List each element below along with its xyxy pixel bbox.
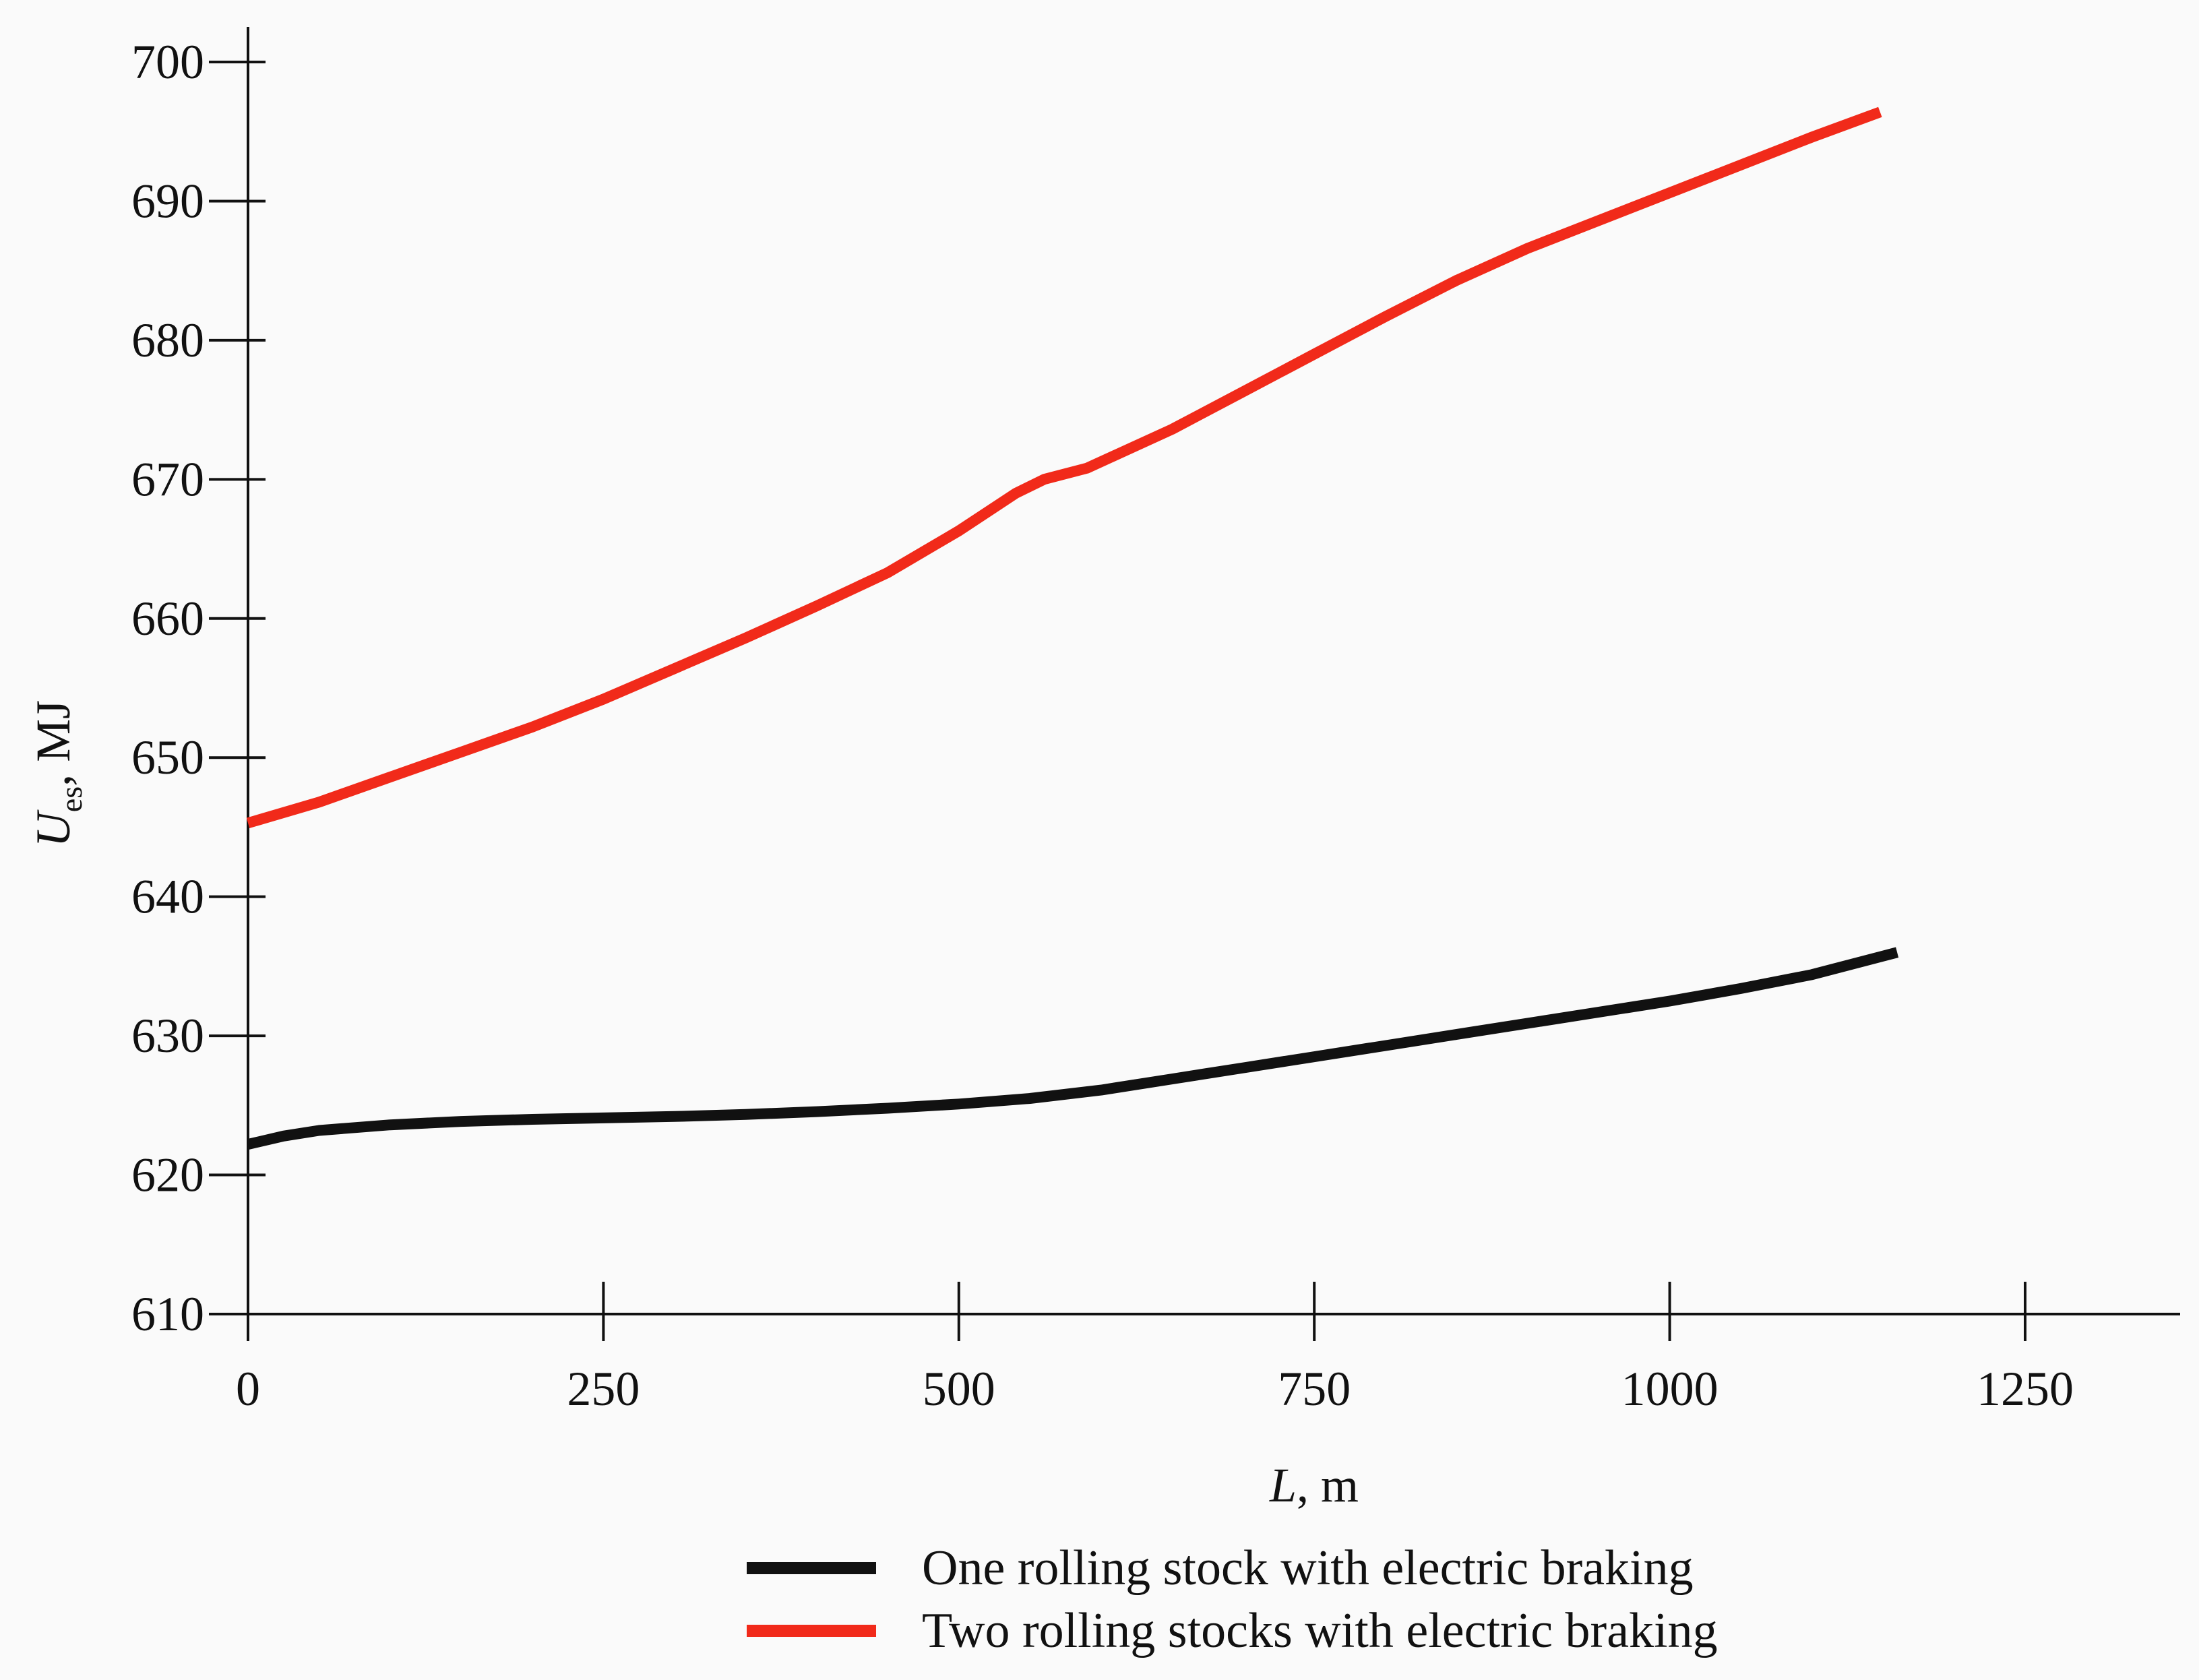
- y-tick-label: 680: [131, 313, 204, 367]
- x-tick-label: 1000: [1621, 1362, 1718, 1416]
- y-axis-unit: , MJ: [26, 700, 80, 786]
- legend: One rolling stock with electric braking T…: [747, 1541, 1718, 1658]
- legend-label-1: One rolling stock with electric braking: [922, 1541, 1694, 1596]
- x-tick-label: 250: [567, 1362, 640, 1416]
- y-tick-label: 690: [131, 174, 204, 228]
- x-tick-label: 500: [923, 1362, 995, 1416]
- series-line-1: [247, 947, 1899, 1150]
- axes: 0 250 500 750 1000 1250 610 620 630 640 650 660 670 6…: [131, 27, 2180, 1416]
- y-axis-symbol: U: [26, 809, 80, 847]
- x-axis-unit: , m: [1297, 1458, 1359, 1512]
- y-tick-label: 650: [131, 730, 204, 784]
- series-line-2: [246, 106, 1882, 828]
- x-axis-symbol: L: [1269, 1458, 1297, 1512]
- y-axis-subscript: es: [54, 786, 88, 812]
- axis-labels: L, m Ues, MJ: [26, 700, 1359, 1512]
- y-axis-label: Ues, MJ: [26, 700, 88, 847]
- x-tick-label: 750: [1278, 1362, 1351, 1416]
- x-tick-label: 0: [236, 1362, 260, 1416]
- series-lines: [246, 106, 1899, 1150]
- legend-label-2: Two rolling stocks with electric braking: [922, 1603, 1718, 1658]
- y-tick-label: 660: [131, 592, 204, 646]
- y-tick-label: 630: [131, 1009, 204, 1063]
- y-tick-label: 700: [131, 35, 204, 89]
- y-tick-label: 610: [131, 1287, 204, 1341]
- y-tick-label: 640: [131, 870, 204, 924]
- x-tick-label: 1250: [1977, 1362, 2074, 1416]
- x-axis-label: L, m: [1269, 1458, 1359, 1512]
- y-tick-label: 670: [131, 452, 204, 506]
- y-tick-label: 620: [131, 1148, 204, 1202]
